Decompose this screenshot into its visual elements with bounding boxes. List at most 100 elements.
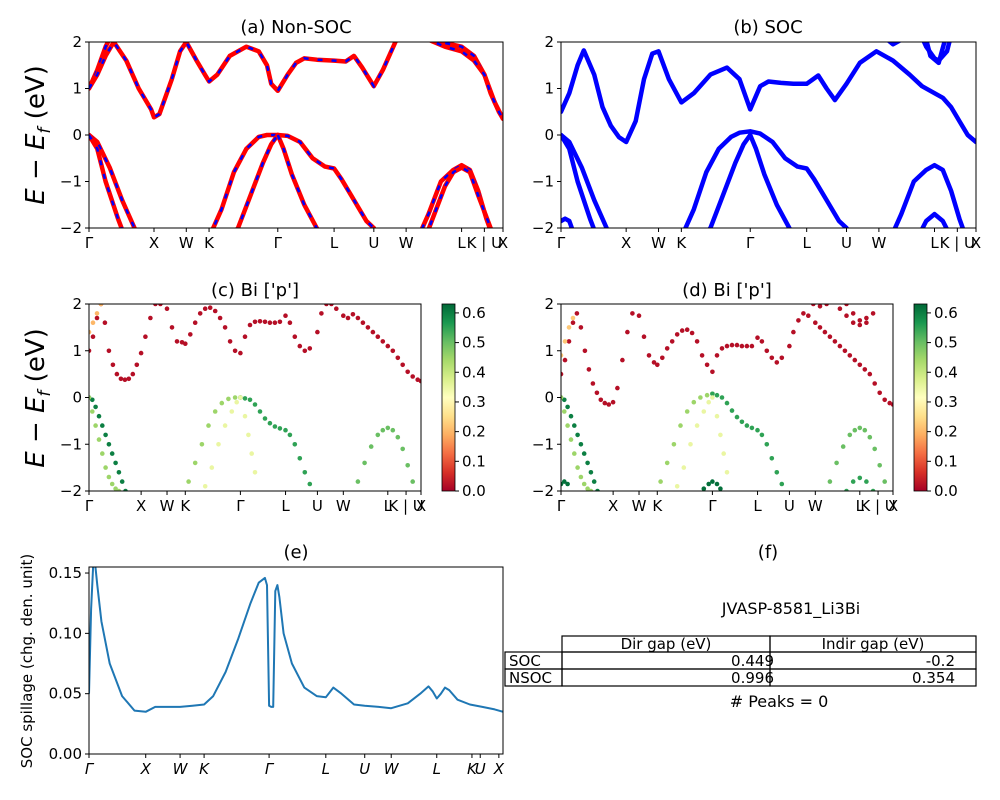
x-tick-label: L [803, 234, 812, 252]
band-point [385, 425, 391, 431]
band-line-overlay [236, 134, 279, 228]
colorbar-tick-label: 0.1 [462, 452, 486, 470]
band-point [127, 498, 132, 503]
band-point [796, 318, 801, 323]
band-point [380, 339, 386, 344]
y-tick-label: −2 [60, 482, 82, 500]
band-point [134, 362, 140, 368]
y-tick-label: −2 [532, 219, 554, 237]
panel-d-frame [560, 303, 894, 492]
band-point [877, 463, 882, 468]
band-point [109, 451, 115, 456]
x-tick-label: X [149, 234, 159, 252]
band-point [611, 531, 616, 536]
band-point [605, 517, 610, 522]
band-point [370, 329, 376, 335]
band-point [123, 488, 128, 491]
band-point [257, 319, 263, 324]
band-point [813, 320, 818, 326]
y-tick-label: 0.05 [49, 685, 82, 703]
band-point [718, 432, 723, 438]
band-point [844, 488, 849, 491]
band-point [714, 481, 720, 487]
band-point [749, 343, 755, 349]
y-tick-label: 1 [544, 342, 554, 360]
band-point [837, 343, 843, 349]
band-point [714, 353, 720, 358]
x-tick-label: X [971, 234, 981, 252]
band-point [599, 498, 604, 503]
band-point [562, 339, 568, 344]
band-point [405, 369, 411, 375]
band-point [646, 353, 652, 358]
x-tick-label: U [312, 497, 323, 515]
band-point [89, 348, 92, 354]
band-point [329, 304, 334, 307]
y-tick-label: 0.00 [49, 745, 82, 763]
x-tick-label: W [173, 760, 189, 778]
x-tick-label: K [676, 234, 687, 252]
band-line [89, 42, 503, 121]
x-tick-label: L [384, 497, 393, 515]
band-point [192, 460, 198, 466]
y-tick-label: 0 [544, 389, 554, 407]
y-tick-label: −1 [60, 435, 82, 453]
band-point [106, 474, 112, 480]
band-point [729, 408, 735, 413]
band-point [658, 479, 663, 484]
band-point [242, 334, 248, 340]
band-point [561, 371, 564, 377]
band-point [811, 304, 816, 307]
band-point [684, 327, 690, 333]
colorbar-tick-label: 0.3 [462, 393, 486, 411]
band-point [93, 404, 98, 410]
band-point [759, 432, 765, 438]
band-point [395, 434, 401, 440]
colorbar-tick-label: 0.4 [462, 363, 486, 381]
band-point [572, 423, 577, 428]
band-point [739, 343, 745, 349]
band-point [774, 360, 780, 365]
band-point [186, 479, 191, 484]
band-point [90, 334, 96, 340]
band-point [678, 423, 683, 428]
band-point [710, 391, 715, 397]
band-point [116, 470, 122, 475]
band-point [562, 409, 567, 414]
band-point [249, 451, 254, 456]
band-point [578, 442, 584, 447]
band-point [262, 416, 268, 421]
band-point [283, 313, 288, 319]
band-point [169, 325, 175, 330]
band-point [890, 402, 893, 407]
band-point [103, 432, 108, 438]
band-point [226, 396, 231, 402]
band-line-overlay [89, 134, 136, 228]
x-tick-label: L [433, 760, 441, 778]
band-point [355, 315, 361, 321]
band-point [684, 409, 690, 414]
band-point [307, 481, 313, 487]
band-point [588, 488, 594, 491]
band-point [864, 315, 869, 321]
band-point [319, 311, 324, 316]
band-point [842, 348, 848, 354]
x-tick-label: L [856, 497, 865, 515]
band-point [292, 442, 298, 447]
band-point [262, 319, 268, 325]
band-point [341, 313, 346, 319]
band-point [395, 355, 401, 361]
table-header-indir: Indir gap (eV) [822, 635, 925, 653]
band-point [724, 470, 730, 475]
band-point [764, 348, 770, 354]
band-point [582, 348, 588, 354]
band-point [837, 306, 843, 312]
band-point [779, 481, 785, 487]
band-point [739, 419, 745, 425]
spillage-axis-label: SOC spillage (chg. den. unit) [18, 554, 36, 769]
colorbar-tick-label: 0.4 [934, 363, 958, 381]
band-point [561, 353, 564, 358]
band-point [307, 346, 313, 351]
band-point [588, 470, 594, 475]
band-point [704, 362, 710, 368]
